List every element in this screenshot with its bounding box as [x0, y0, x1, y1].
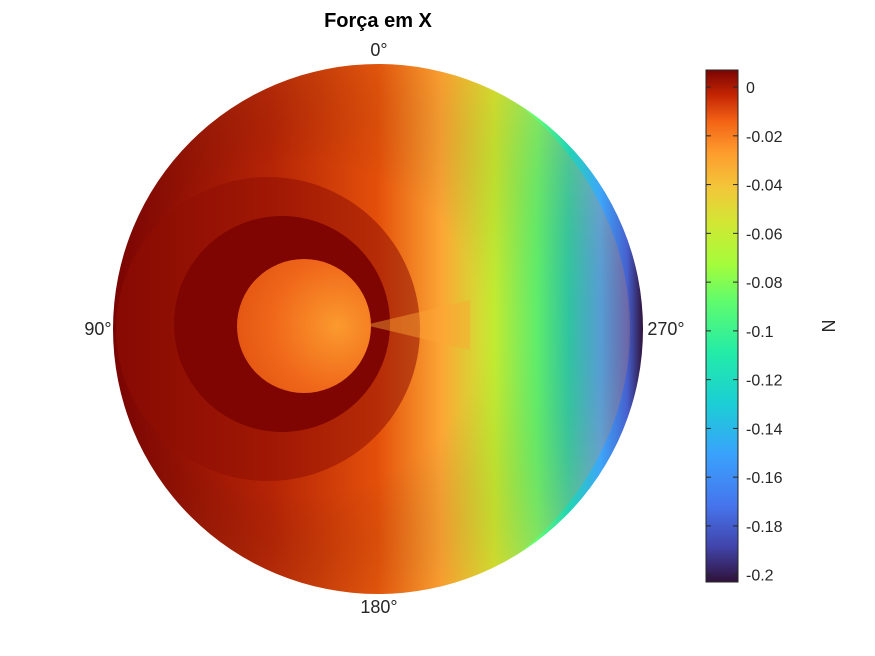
colorbar-tick-label: -0.06	[746, 226, 783, 243]
colorbar-tick-label: -0.16	[746, 470, 783, 487]
colorbar-tick-label: -0.02	[746, 129, 783, 146]
angle-label-90: 90°	[84, 319, 111, 339]
colorbar-tick-label: -0.12	[746, 373, 783, 390]
angle-label-0: 0°	[370, 40, 387, 60]
colorbar: 0 -0.02 -0.04 -0.06 -0.08 -0.1 -0.12 -0.14 -0.16…	[705, 69, 838, 585]
wake-highlight	[365, 300, 470, 350]
colorbar-tick-label: -0.14	[746, 421, 783, 438]
colorbar-tick-label: -0.04	[746, 178, 783, 195]
colorbar-label: N	[818, 320, 838, 333]
colorbar-tick-label: -0.08	[746, 275, 783, 292]
colorbar-tick-label: -0.18	[746, 519, 783, 536]
colorbar-ticks: 0 -0.02 -0.04 -0.06 -0.08 -0.1 -0.12 -0.14 -0.16…	[706, 80, 783, 585]
colorbar-tick-label: 0	[746, 80, 755, 97]
angle-labels: 0° 90° 180° 270°	[84, 40, 684, 617]
angle-label-180: 180°	[360, 597, 397, 617]
inner-disc	[237, 259, 371, 393]
colorbar-tick-label: -0.2	[746, 568, 774, 585]
colorbar-gradient	[705, 69, 739, 583]
chart-title: Força em X	[324, 10, 432, 32]
angle-label-270: 270°	[647, 319, 684, 339]
colorbar-tick-label: -0.1	[746, 324, 774, 341]
